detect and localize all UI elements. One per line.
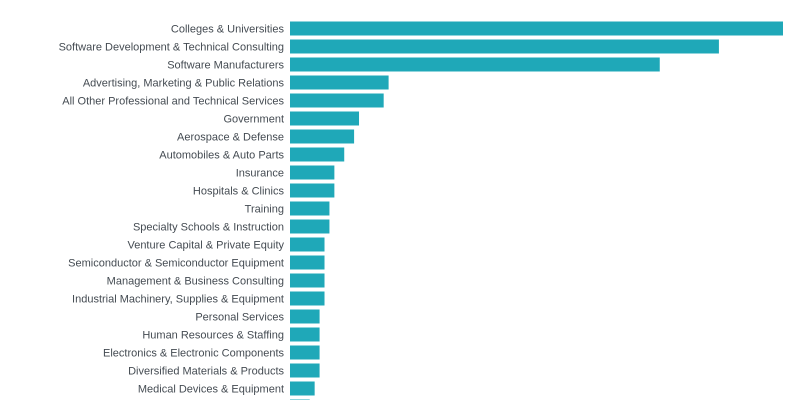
bar	[290, 273, 325, 288]
category-label: Training	[245, 204, 284, 216]
category-label: Advertising, Marketing & Public Relation…	[83, 78, 285, 90]
bar	[290, 345, 320, 360]
bar	[290, 129, 355, 144]
bars	[290, 21, 783, 405]
category-label: Industrial Machinery, Supplies & Equipme…	[72, 294, 284, 306]
category-label: Electronics & Electronic Components	[103, 348, 284, 360]
category-label: Hospitals & Clinics	[193, 186, 285, 198]
category-label: Diversified Materials & Products	[128, 366, 284, 378]
bar	[290, 219, 330, 234]
category-label: Medical Devices & Equipment	[138, 384, 284, 396]
bar	[290, 147, 345, 162]
bar	[290, 93, 384, 108]
bar	[290, 39, 719, 54]
category-label: Government	[223, 114, 284, 126]
bar	[290, 237, 325, 252]
bar	[290, 381, 315, 396]
bar	[290, 75, 389, 90]
bar	[290, 291, 325, 306]
category-label: Automobiles & Auto Parts	[159, 150, 284, 162]
category-label: Human Resources & Staffing	[142, 330, 284, 342]
bar	[290, 111, 360, 126]
bar	[290, 165, 335, 180]
category-label: Colleges & Universities	[171, 24, 285, 36]
category-label: Management & Business Consulting	[107, 276, 284, 288]
category-label: Semiconductor & Semiconductor Equipment	[68, 258, 284, 270]
bar	[290, 57, 660, 72]
bar	[290, 309, 320, 324]
bar	[290, 201, 330, 216]
bar	[290, 363, 320, 378]
bar	[290, 21, 783, 36]
category-label: Insurance	[236, 168, 284, 180]
category-label: Specialty Schools & Instruction	[133, 222, 284, 234]
category-label: Software Manufacturers	[167, 60, 284, 72]
category-label: Venture Capital & Private Equity	[127, 240, 284, 252]
bar	[290, 327, 320, 342]
bar	[290, 255, 325, 270]
category-label: Software Development & Technical Consult…	[59, 42, 284, 54]
category-labels: Colleges & Universities Software Developm…	[59, 24, 285, 396]
category-label: Aerospace & Defense	[177, 132, 284, 144]
category-label: Personal Services	[195, 312, 284, 324]
bar	[290, 183, 335, 198]
category-label: All Other Professional and Technical Ser…	[62, 96, 284, 108]
